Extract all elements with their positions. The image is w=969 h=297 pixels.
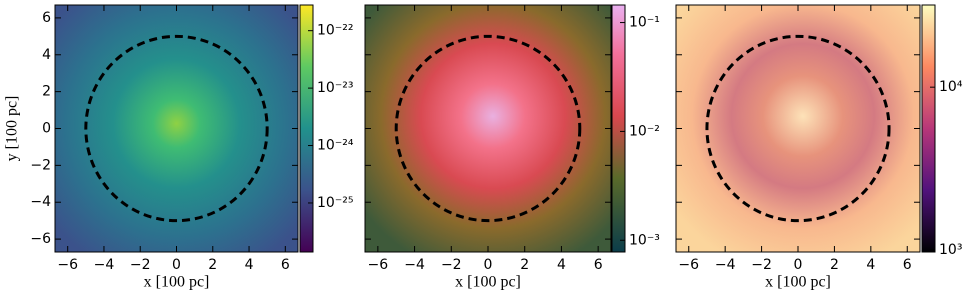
x-tick-label: 4: [245, 257, 254, 273]
colorbar-tick-label: 10⁻²²: [317, 23, 353, 39]
x-tick-label: −2: [130, 257, 151, 273]
heatmap-image: [55, 5, 298, 252]
x-tick-label: −4: [715, 257, 736, 273]
colorbar-tick-label: 10⁻²⁴: [317, 138, 354, 154]
x-tick-label: −6: [368, 257, 389, 273]
colorbar-tick-label: 10⁴: [939, 79, 963, 95]
x-axis-label: x [100 pc]: [765, 274, 831, 291]
x-tick-label: 0: [484, 257, 493, 273]
x-axis-label: x [100 pc]: [455, 274, 521, 291]
colorbar: [299, 4, 314, 253]
colorbar-tick-label: 10⁻¹: [629, 15, 660, 31]
y-tick-label: −4: [30, 194, 51, 210]
colorbar-tick-label: 10³: [939, 242, 962, 258]
y-tick-label: −6: [30, 231, 51, 247]
heatmap-image: [676, 5, 920, 252]
x-tick-label: 2: [520, 257, 529, 273]
x-tick-label: 0: [794, 257, 803, 273]
y-tick-label: −2: [30, 157, 51, 173]
x-tick-label: −6: [678, 257, 699, 273]
y-tick-label: 6: [42, 10, 51, 26]
x-tick-label: −6: [57, 257, 78, 273]
y-tick-label: 2: [42, 84, 51, 100]
aperture-circle: [705, 34, 891, 223]
x-tick-label: −2: [751, 257, 772, 273]
x-tick-label: 6: [903, 257, 912, 273]
y-tick-label: 0: [42, 121, 51, 137]
y-axis-label: y [100 pc]: [4, 96, 21, 162]
colorbar: [921, 4, 936, 253]
aperture-circle: [394, 34, 582, 223]
x-tick-label: 6: [281, 257, 290, 273]
x-tick-label: −2: [441, 257, 462, 273]
x-tick-label: −4: [94, 257, 115, 273]
y-tick-label: 4: [42, 47, 51, 63]
colorbar-tick-label: 10⁻²³: [317, 80, 353, 96]
x-tick-label: 4: [866, 257, 875, 273]
x-tick-label: −4: [404, 257, 425, 273]
x-tick-label: 6: [594, 257, 603, 273]
colorbar-tick-label: 10⁻³: [629, 232, 660, 248]
heatmap-image: [365, 5, 611, 252]
colorbar-tick-label: 10⁻²: [629, 123, 660, 139]
colorbar-tick-label: 10⁻²⁵: [317, 195, 353, 211]
colorbar: [611, 4, 626, 253]
x-tick-label: 2: [208, 257, 217, 273]
x-tick-label: 0: [172, 257, 181, 273]
x-tick-label: 4: [557, 257, 566, 273]
x-axis-label: x [100 pc]: [144, 274, 210, 291]
x-tick-label: 2: [830, 257, 839, 273]
aperture-circle: [84, 34, 269, 223]
